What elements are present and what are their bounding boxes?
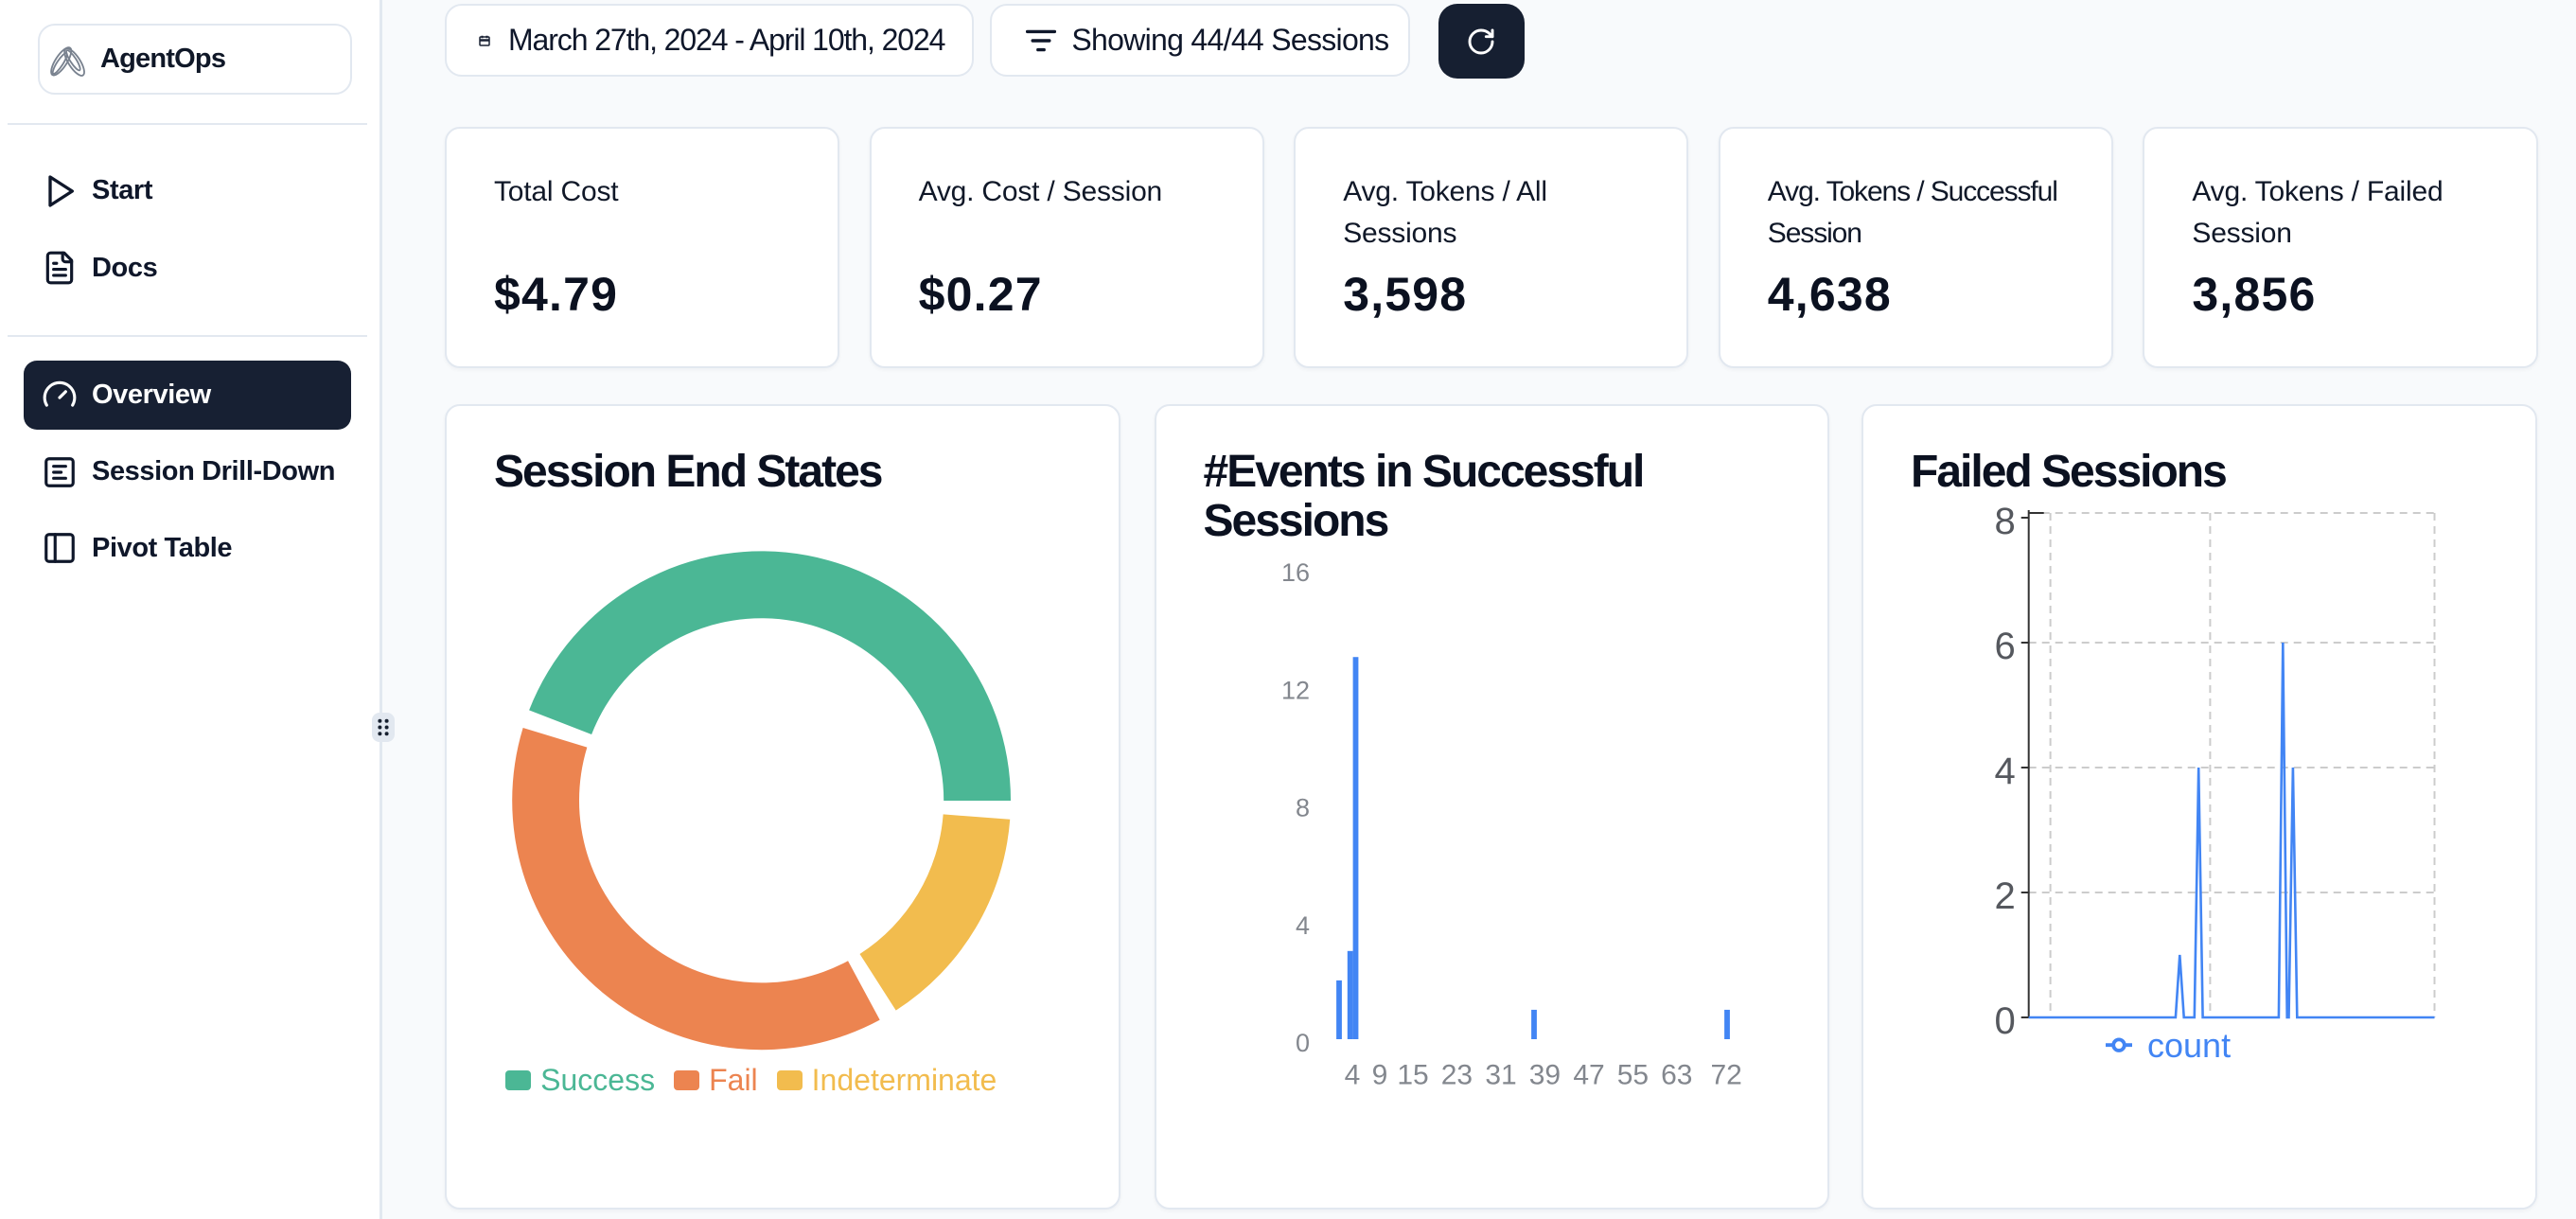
svg-text:55: 55 <box>1616 1059 1648 1090</box>
svg-text:9: 9 <box>1371 1059 1387 1090</box>
svg-text:15: 15 <box>1397 1059 1428 1090</box>
svg-text:72: 72 <box>1710 1059 1741 1090</box>
svg-text:47: 47 <box>1573 1059 1604 1090</box>
svg-text:4: 4 <box>1295 911 1309 940</box>
svg-text:2: 2 <box>1994 875 2015 917</box>
svg-text:0: 0 <box>1295 1029 1309 1057</box>
svg-text:0: 0 <box>1994 1000 2015 1042</box>
svg-text:31: 31 <box>1485 1059 1516 1090</box>
svg-text:23: 23 <box>1440 1059 1472 1090</box>
svg-text:6: 6 <box>1994 626 2015 667</box>
svg-text:63: 63 <box>1661 1059 1692 1090</box>
svg-text:39: 39 <box>1528 1059 1560 1090</box>
svg-text:count: count <box>2147 1026 2231 1065</box>
svg-text:8: 8 <box>1295 794 1309 822</box>
svg-text:4: 4 <box>1344 1059 1360 1090</box>
svg-text:8: 8 <box>1994 501 2015 542</box>
svg-text:4: 4 <box>1994 751 2015 792</box>
svg-text:12: 12 <box>1280 676 1309 704</box>
svg-text:16: 16 <box>1280 558 1309 587</box>
